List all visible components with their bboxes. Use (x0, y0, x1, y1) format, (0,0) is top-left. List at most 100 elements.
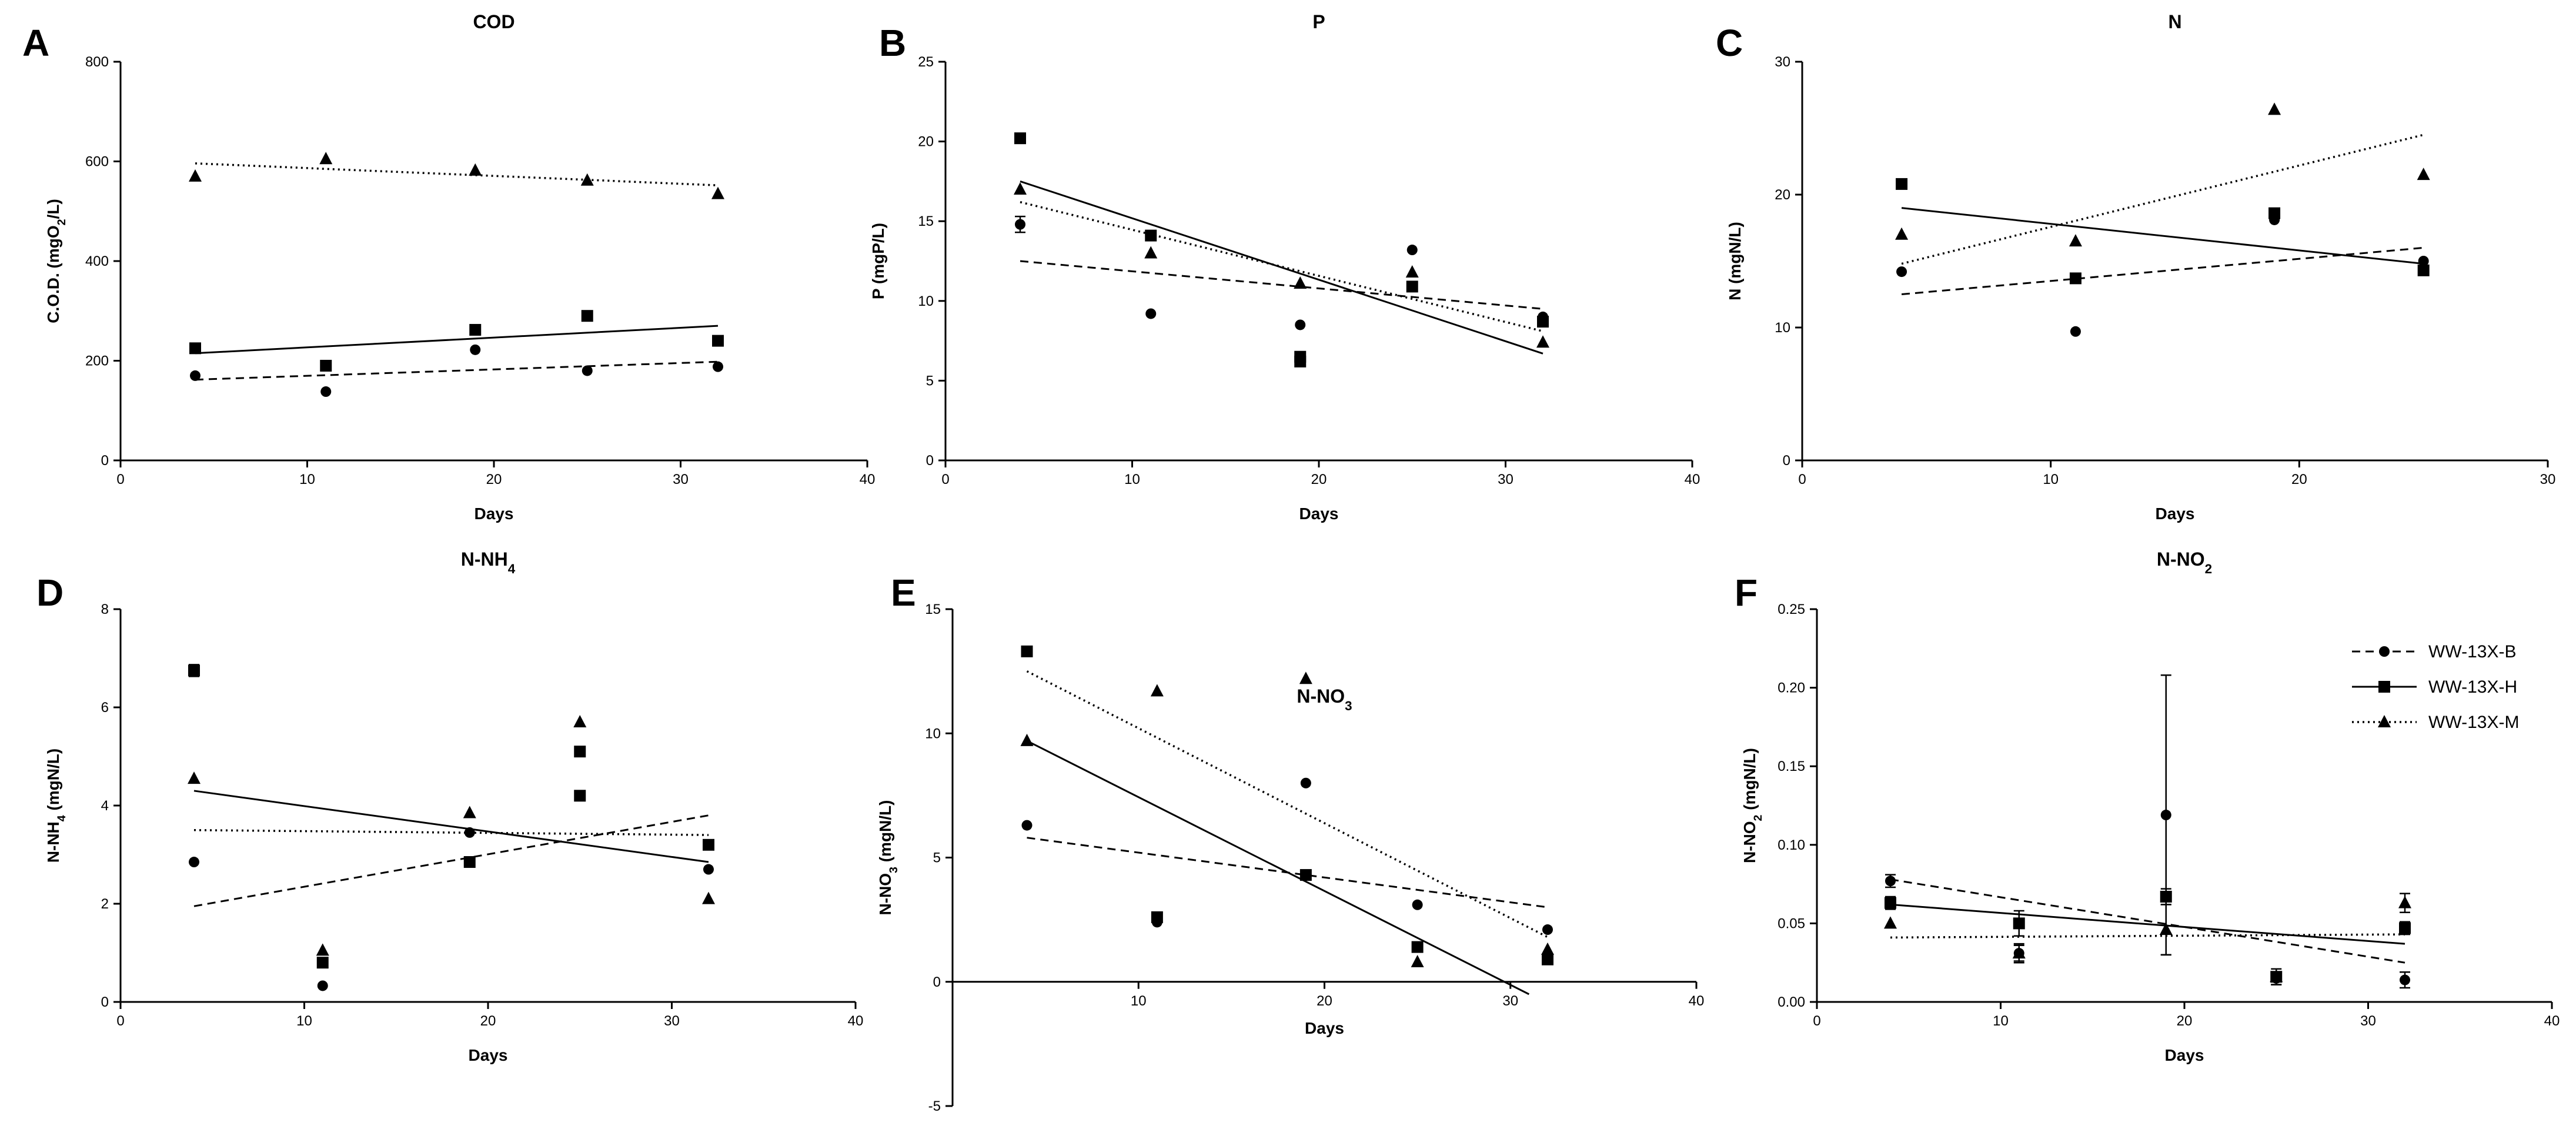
trend-line (1020, 260, 1543, 310)
x-tick-label: 0 (1798, 472, 1806, 487)
trend-line (193, 814, 709, 907)
data-point (2070, 326, 2081, 337)
y-tick-label: 15 (925, 602, 941, 617)
data-point (703, 838, 714, 851)
x-tick-label: 10 (1131, 993, 1147, 1009)
data-point (1542, 924, 1553, 935)
data-point (581, 310, 593, 322)
legend-label: WW-13X-H (2428, 677, 2517, 697)
y-tick-label: 800 (85, 54, 109, 70)
data-point (1295, 319, 1306, 330)
x-tick-label: 0 (116, 472, 124, 487)
x-tick-label: 30 (1498, 472, 1513, 487)
data-point (1294, 355, 1307, 367)
data-point (189, 342, 201, 355)
trend-line (1890, 933, 2405, 939)
y-axis-title: C.O.D. (mgO2/L) (44, 199, 68, 323)
series-ww-13x-h (189, 310, 724, 372)
data-point (1406, 245, 1418, 256)
trend-line (1901, 246, 2424, 295)
x-tick-label: 30 (2540, 472, 2556, 487)
y-tick-label: 2 (101, 896, 109, 912)
y-tick-label: 0.20 (1778, 680, 1805, 696)
data-point (712, 335, 724, 347)
x-tick-label: 30 (664, 1013, 680, 1029)
data-point (713, 361, 723, 372)
x-tick-label: 0 (1813, 1013, 1820, 1029)
data-point (2013, 917, 2025, 930)
text-part: N-NH (461, 549, 508, 570)
data-point (1020, 733, 1034, 746)
data-point (1021, 820, 1033, 831)
y-tick-label: 20 (918, 134, 934, 150)
data-point (703, 864, 714, 875)
series-ww-13x-b (1021, 777, 1553, 935)
x-axis-title: Days (2156, 504, 2195, 523)
trend-line (1890, 903, 2405, 945)
x-tick-label: 10 (299, 472, 315, 487)
y-tick-label: 200 (85, 353, 109, 369)
data-point (1144, 246, 1158, 259)
y-tick-label: 10 (1775, 320, 1790, 336)
panel-letter: C (1716, 22, 1743, 64)
panel-letter: D (36, 572, 64, 614)
data-point (2400, 974, 2410, 985)
trend-line (193, 829, 709, 836)
data-point (2012, 946, 2026, 959)
trend-line (1026, 670, 1548, 938)
x-tick-label: 10 (296, 1013, 312, 1029)
data-point (2069, 234, 2082, 247)
data-point (1014, 182, 1027, 195)
y-tick-label: 0.10 (1778, 837, 1805, 853)
chart-title: COD (473, 11, 514, 32)
data-point (320, 386, 332, 397)
trend-line (1901, 207, 2424, 265)
legend-label: WW-13X-B (2428, 642, 2516, 661)
x-tick-label: 10 (1993, 1013, 2009, 1029)
x-tick-label: 20 (486, 472, 502, 487)
data-point (573, 715, 587, 728)
y-tick-label: 0.05 (1778, 915, 1805, 931)
series-ww-13x-m (1895, 102, 2430, 265)
trend-line (195, 325, 719, 355)
data-point (574, 746, 586, 758)
trend-line (195, 162, 719, 186)
x-tick-label: 10 (1124, 472, 1140, 487)
series-ww-13x-m (1014, 182, 1549, 348)
x-tick-label: 0 (941, 472, 949, 487)
x-tick-label: 20 (2291, 472, 2307, 487)
y-tick-label: 0 (926, 453, 934, 469)
data-point (580, 173, 594, 186)
data-point (1299, 869, 1312, 881)
legend-label: WW-13X-M (2428, 713, 2519, 732)
x-axis-title: Days (1299, 504, 1339, 523)
x-axis-title: Days (469, 1046, 508, 1064)
data-point (574, 790, 586, 802)
text-part: P (mgP/L) (869, 223, 887, 299)
trend-line (1026, 740, 1530, 995)
chart-title: N-NO3 (1297, 686, 1352, 713)
y-tick-label: 6 (101, 700, 109, 716)
data-point (1542, 953, 1553, 965)
trend-line (195, 360, 719, 381)
subscript: 2 (1752, 814, 1765, 821)
data-point (1885, 897, 1896, 909)
chart-title: N-NH4 (461, 549, 516, 576)
x-tick-label: 10 (2043, 472, 2059, 487)
y-tick-label: 8 (101, 602, 109, 617)
data-point (2268, 207, 2281, 219)
y-tick-label: 5 (926, 373, 934, 389)
text-part: N-NO (2157, 549, 2205, 570)
data-point (2159, 923, 2173, 935)
text-part: (mgN/L) (1740, 748, 1759, 815)
y-tick-label: 600 (85, 154, 109, 170)
series-ww-13x-b (189, 814, 714, 991)
x-tick-label: 40 (2544, 1013, 2560, 1029)
data-point (2399, 922, 2411, 934)
data-point (702, 891, 715, 904)
data-point (1300, 777, 1311, 788)
data-point (1021, 645, 1033, 657)
